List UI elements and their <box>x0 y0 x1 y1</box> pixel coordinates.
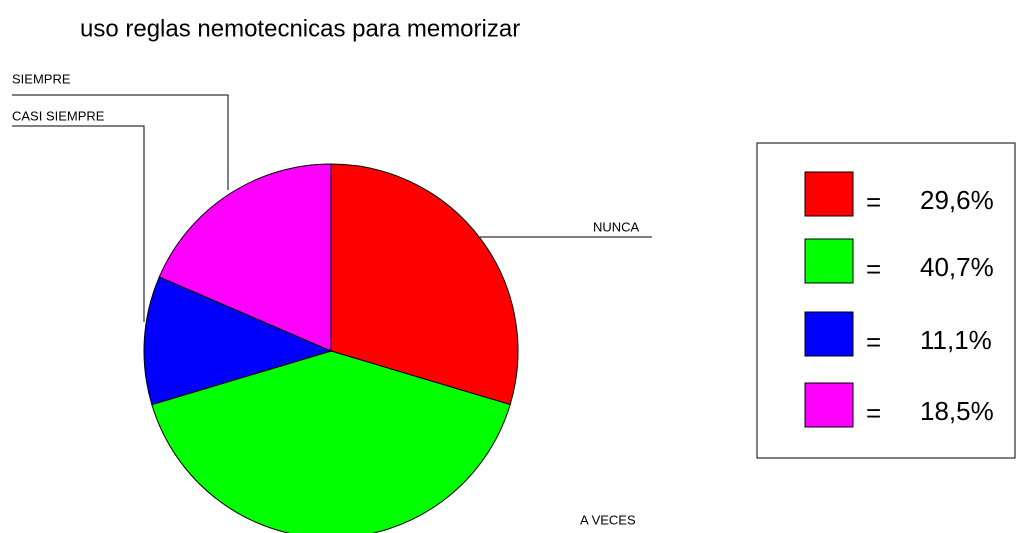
legend-symbol: = <box>866 187 881 217</box>
pie-slice <box>151 350 511 533</box>
legend-swatch <box>804 311 854 357</box>
legend-value: 40,7% <box>920 252 994 282</box>
leader-line <box>12 125 145 322</box>
legend-symbol: = <box>866 327 881 357</box>
legend-value: 18,5% <box>920 396 994 426</box>
slice-label: SIEMPRE <box>12 71 71 86</box>
legend-value: 29,6% <box>920 185 994 215</box>
leader-line <box>12 94 229 190</box>
pie-slice <box>330 163 519 406</box>
legend-swatch <box>804 171 854 217</box>
pie-slice <box>158 163 332 352</box>
legend-swatch <box>804 382 854 428</box>
chart-title: uso reglas nemotecnicas para memorizar <box>80 15 520 42</box>
legend-swatch <box>804 238 854 284</box>
pie-slice <box>143 276 333 406</box>
legend-value: 11,1% <box>920 325 992 355</box>
slice-label: CASI SIEMPRE <box>12 108 105 123</box>
slice-label: NUNCA <box>593 219 640 234</box>
slice-label: A VECES <box>580 512 636 527</box>
legend-symbol: = <box>866 254 881 284</box>
legend-box <box>756 142 1016 459</box>
legend-symbol: = <box>866 398 881 428</box>
